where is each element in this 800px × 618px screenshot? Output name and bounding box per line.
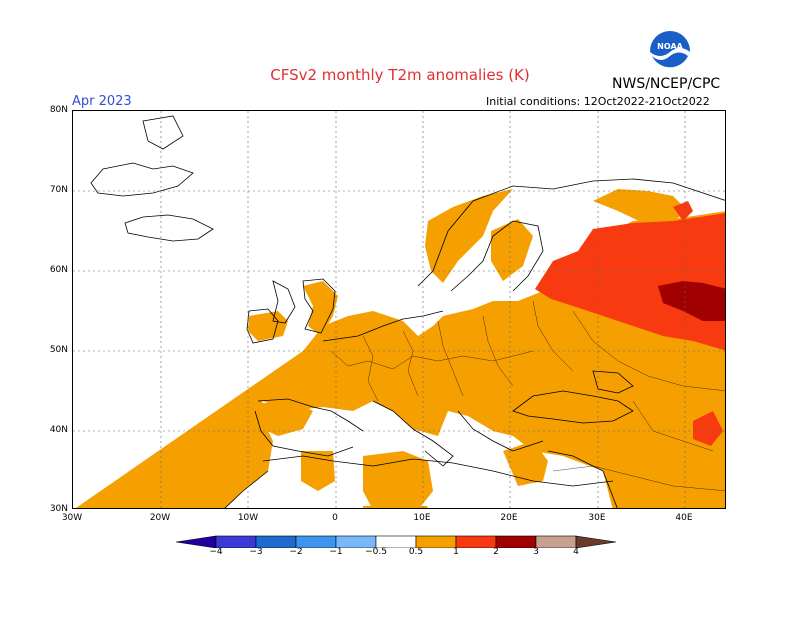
legend-label-minus05: −0.5 [365,547,387,557]
lon-label-0: 0 [332,513,338,523]
lon-label-10e: 10E [413,513,431,523]
legend-label-4: 4 [573,547,579,557]
map-canvas [73,111,725,508]
lat-label-80n: 80N [49,105,68,115]
legend-swatch-above-4 [575,535,617,549]
lat-label-40n: 40N [49,425,68,435]
lon-label-20e: 20E [500,513,518,523]
legend-label-minus3: −3 [249,547,263,557]
legend-label-05: 0.5 [408,547,424,557]
legend-label-1: 1 [453,547,459,557]
forecast-month: Apr 2023 [72,94,132,109]
color-legend [170,528,630,552]
legend-label-minus1: −1 [329,547,343,557]
anomaly-fill-red [535,201,725,446]
country-borders [330,300,725,492]
lon-label-20w: 20W [149,513,171,523]
initial-conditions: Initial conditions: 12Oct2022-21Oct2022 [486,95,710,108]
lat-label-30n: 30N [49,504,68,514]
legend-label-2: 2 [493,547,499,557]
logo-text: NOAA [657,42,683,51]
lon-label-30w: 30W [61,513,83,523]
agency-label: NWS/NCEP/CPC [612,76,721,92]
lon-label-40e: 40E [675,513,693,523]
noaa-logo: NOAA [649,30,691,72]
lon-label-30e: 30E [588,513,606,523]
legend-label-minus4: −4 [209,547,223,557]
legend-label-minus2: −2 [289,547,303,557]
legend-label-3: 3 [533,547,539,557]
chart-title: CFSv2 monthly T2m anomalies (K) [270,66,530,84]
anomaly-fill-darkred [658,281,725,321]
legend-swatches [175,535,617,549]
lat-label-70n: 70N [49,185,68,195]
grid-lines [73,111,725,508]
anomaly-map [72,110,726,509]
lon-label-10w: 10W [237,513,259,523]
coastlines [90,115,725,508]
lat-label-50n: 50N [49,345,68,355]
lat-label-60n: 60N [49,265,68,275]
